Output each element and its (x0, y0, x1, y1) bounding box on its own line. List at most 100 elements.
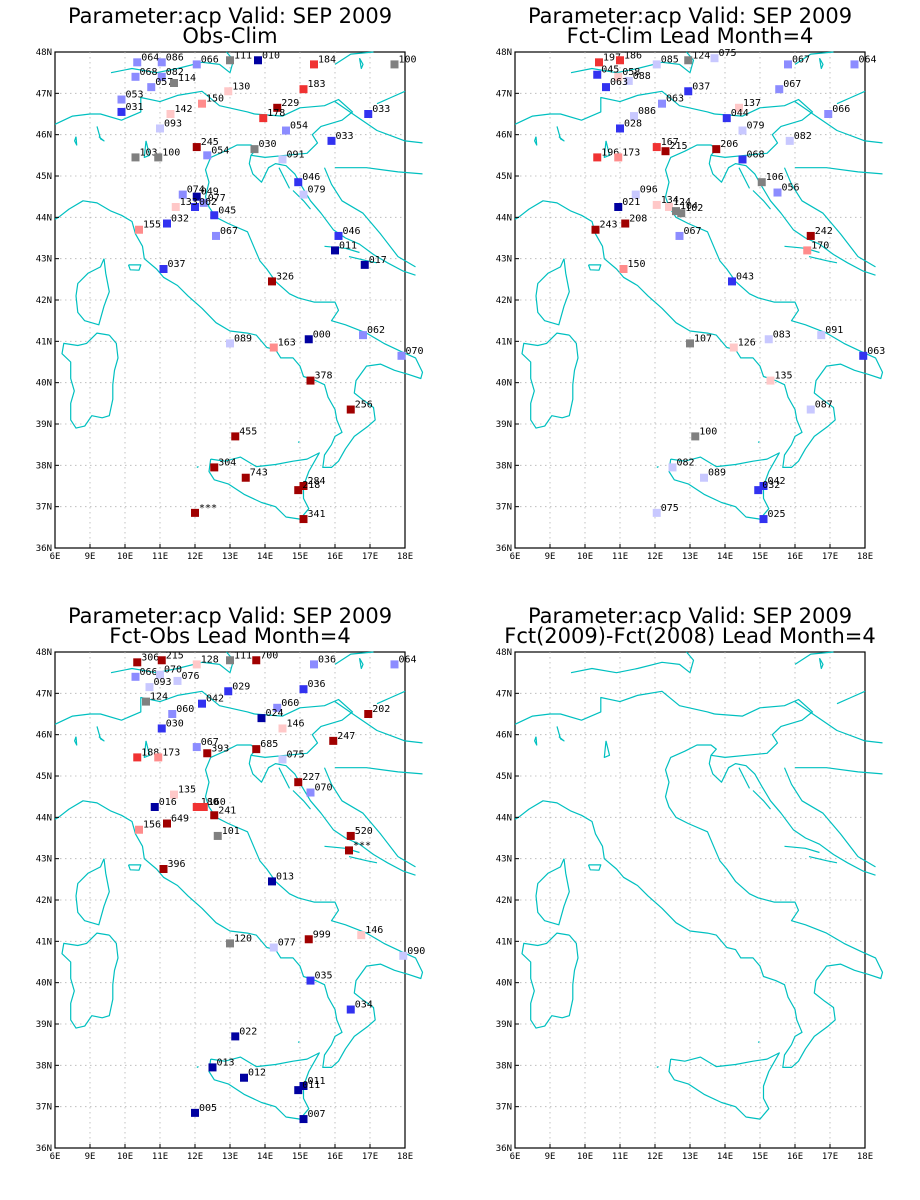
lat-tick-label: 46N (36, 131, 52, 141)
lon-tick-label: 14E (257, 552, 273, 562)
coastline-segment (518, 144, 884, 468)
lon-tick-label: 11E (152, 1152, 168, 1162)
coastline-segment (603, 740, 611, 758)
lat-tick-label: 41N (36, 337, 52, 347)
station-value-label: 101 (222, 826, 240, 837)
station-value-label: 087 (815, 400, 833, 411)
coastline-segment (96, 126, 105, 142)
station-value-label: 075 (719, 48, 737, 59)
station-value-label: 455 (239, 426, 257, 437)
station-value-label: 093 (154, 677, 172, 688)
station-value-label: 090 (407, 946, 425, 957)
coastline-segment (535, 858, 570, 926)
station-marker (191, 508, 199, 517)
lat-tick-label: 45N (36, 172, 52, 182)
station-marker (700, 473, 708, 482)
station-marker (269, 943, 278, 952)
coastline-segment (521, 932, 579, 1029)
coastline-segment (73, 736, 78, 746)
station-value-label: 243 (600, 220, 618, 231)
coastline-segment (196, 1066, 199, 1068)
station-value-label: 150 (628, 259, 646, 270)
station-marker (170, 790, 178, 799)
lat-tick-label: 38N (36, 461, 52, 471)
coastline-segment (752, 790, 771, 810)
station-value-label: 128 (201, 654, 219, 665)
station-value-label: 042 (768, 476, 786, 487)
lat-tick-label: 39N (496, 420, 512, 430)
station-marker (616, 56, 624, 65)
coastline-segment (323, 767, 416, 868)
station-value-label: 137 (743, 98, 761, 109)
lat-tick-label: 47N (496, 89, 512, 99)
station-value-label: 124 (692, 50, 710, 61)
coastline (54, 651, 424, 1120)
station-value-label: 083 (773, 329, 791, 340)
lat-tick-label: 48N (496, 48, 512, 58)
coastline-segment (348, 256, 378, 264)
station-marker (773, 188, 782, 197)
lat-tick-label: 43N (496, 255, 512, 265)
station-marker (759, 515, 768, 524)
station-marker (817, 331, 826, 340)
station-value-label: 011 (302, 1080, 320, 1091)
station-value-label: 064 (859, 54, 877, 65)
station-value-label: 068 (747, 149, 765, 160)
station-value-label: 999 (313, 929, 331, 940)
station-marker (624, 76, 633, 85)
station-value-label: 064 (399, 654, 417, 665)
station-value-label: 135 (775, 371, 793, 382)
station-value-label: 188 (141, 747, 159, 758)
station-value-label: 173 (162, 747, 180, 758)
station-value-label: 056 (782, 183, 800, 194)
coastline-segment (334, 701, 423, 744)
station-marker (278, 755, 287, 764)
coastline-segment (783, 167, 876, 268)
station-value-label: 114 (178, 73, 196, 84)
station-value-label: 046 (343, 226, 361, 237)
station-value-label: 106 (766, 172, 784, 183)
station-value-label: 043 (736, 271, 754, 282)
lat-tick-label: 48N (36, 48, 52, 58)
lon-tick-label: 18E (397, 552, 413, 562)
station-marker (346, 831, 355, 840)
station-marker (278, 724, 287, 733)
lat-tick-label: 46N (496, 131, 512, 141)
station-marker (738, 155, 747, 164)
station-value-label: 011 (339, 240, 357, 251)
station-marker (192, 60, 201, 69)
coastline-segment (75, 258, 110, 326)
station-value-label: 206 (720, 139, 738, 150)
station-marker (602, 83, 610, 92)
coastline-segment (784, 845, 820, 854)
station-marker (652, 200, 661, 209)
station-value-label: 196 (601, 147, 619, 158)
lon-tick-label: 11E (612, 1152, 628, 1162)
station-value-label: 076 (182, 671, 200, 682)
station-value-label: 049 (201, 187, 219, 198)
lon-tick-label: 13E (222, 552, 238, 562)
station-marker (299, 685, 308, 694)
lon-tick-label: 14E (717, 1152, 733, 1162)
station-marker (294, 778, 303, 787)
station-marker (631, 190, 640, 199)
coastline-segment (127, 264, 142, 271)
coastline-segment (794, 651, 834, 665)
station-marker (299, 515, 308, 524)
coastline-segment (334, 51, 374, 65)
station-value-label: 046 (302, 172, 320, 183)
station-value-label: 032 (762, 480, 780, 491)
station-marker (360, 260, 369, 269)
station-value-label: 010 (262, 50, 280, 61)
station-value-label: 067 (220, 226, 238, 237)
station-marker (764, 335, 773, 344)
lat-tick-label: 36N (496, 1144, 512, 1154)
station-marker (210, 211, 219, 220)
coastline (54, 51, 424, 520)
station-marker (306, 788, 315, 797)
station-value-label: 037 (692, 81, 710, 92)
station-marker (252, 745, 261, 754)
station-value-label: 146 (365, 925, 383, 936)
station-marker (156, 670, 164, 679)
coastline-segment (752, 190, 771, 210)
